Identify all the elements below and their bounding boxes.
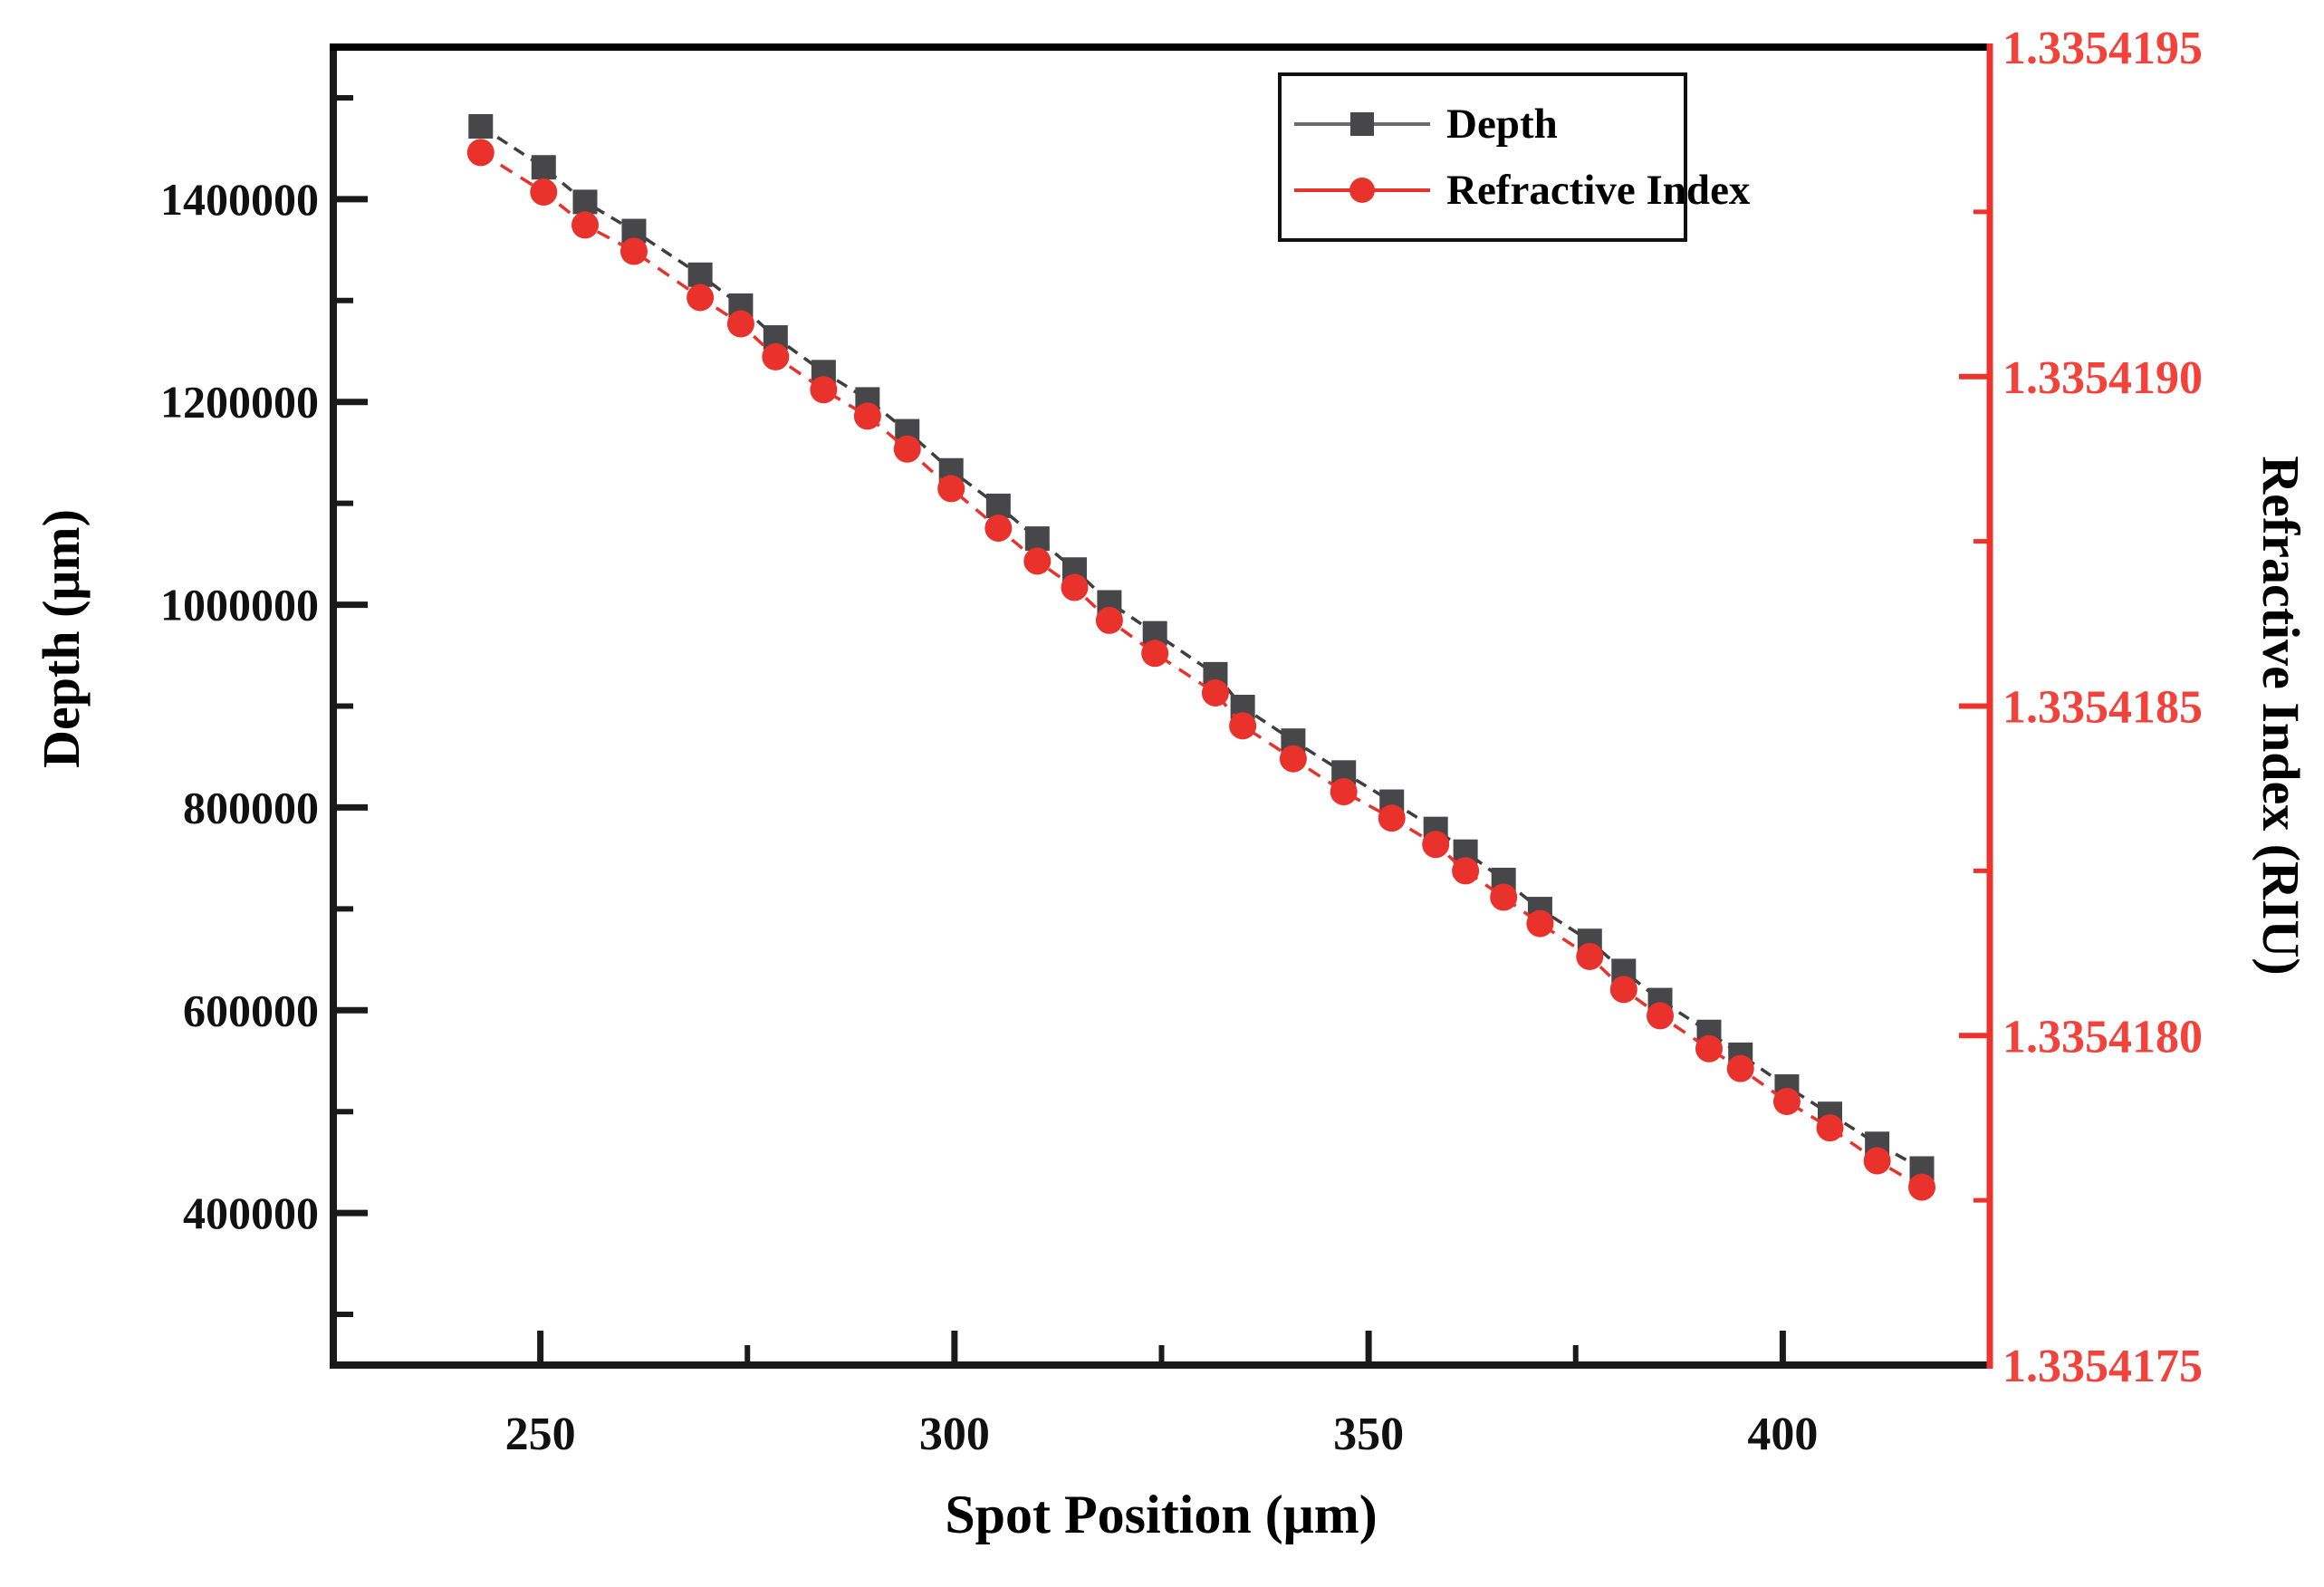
refractive-index-data-point [571, 211, 600, 239]
y-right-tick-label: 1.3354195 [2002, 23, 2203, 74]
legend-entry-refractive-index: Refractive Index [1294, 166, 1750, 215]
refractive-index-data-point [1023, 547, 1052, 575]
refractive-index-data-point [1141, 640, 1169, 668]
depth-data-point [531, 155, 556, 180]
y-right-tick-label: 1.3354190 [2002, 352, 2203, 404]
depth-square-marker-icon [1350, 111, 1374, 136]
refractive-index-data-point [1576, 942, 1604, 970]
refractive-index-data-point [853, 402, 881, 430]
y-left-tick-label: 1200000 [160, 377, 319, 428]
refractive-index-data-point [1816, 1114, 1844, 1142]
refractive-index-data-point [466, 139, 495, 167]
refractive-index-data-point [1452, 857, 1480, 885]
refractive-index-data-point [619, 237, 648, 265]
refractive-index-data-point [1378, 804, 1406, 832]
refractive-index-circle-marker-icon [1349, 178, 1375, 204]
refractive-index-data-point [984, 515, 1013, 543]
refractive-index-data-point [726, 310, 754, 338]
depth-data-point [468, 114, 494, 139]
refractive-index-data-point [1061, 573, 1089, 601]
x-tick-label: 400 [1747, 1409, 1818, 1460]
y-left-tick-label: 600000 [183, 985, 319, 1035]
depth-data-point [985, 493, 1011, 518]
y-left-tick-label: 800000 [183, 782, 319, 832]
refractive-index-data-point [1726, 1054, 1754, 1082]
refractive-index-data-point [1422, 831, 1450, 859]
refractive-index-data-point [1229, 712, 1257, 740]
legend: Depth Refractive Index [1278, 72, 1750, 242]
y-right-tick-label: 1.3354180 [2002, 1011, 2203, 1063]
refractive-index-data-point [1609, 976, 1637, 1004]
x-tick-label: 250 [505, 1409, 576, 1460]
y-left-tick-label: 400000 [183, 1188, 319, 1238]
x-tick-label: 300 [919, 1409, 990, 1460]
refractive-index-data-point [530, 178, 558, 207]
legend-label-refractive-index: Refractive Index [1446, 167, 1751, 215]
depth-data-point [1024, 526, 1050, 552]
refractive-index-data-point [1279, 745, 1307, 773]
refractive-index-data-point [1095, 606, 1123, 634]
refractive-index-data-point [1908, 1173, 1936, 1201]
refractive-index-data-point [893, 435, 921, 463]
refractive-index-data-point [1772, 1088, 1801, 1115]
refractive-index-data-point [937, 475, 965, 503]
x-axis-title: Spot Position (μm) [945, 1485, 1378, 1544]
refractive-index-series-swatch [1294, 176, 1430, 205]
depth-data-point [572, 189, 598, 215]
right-y-axis-title: Refractive Index (RIU) [2252, 456, 2310, 976]
refractive-index-data-point [687, 284, 715, 312]
y-right-tick-label: 1.3354175 [2002, 1341, 2203, 1392]
depth-series-swatch [1294, 110, 1430, 139]
refractive-index-data-point [1490, 883, 1518, 911]
y-left-tick-label: 1400000 [160, 174, 319, 225]
refractive-index-data-point [1330, 778, 1358, 806]
depth-series-line [479, 125, 1923, 1170]
x-tick-label: 350 [1333, 1409, 1404, 1460]
legend-entry-depth: Depth [1294, 100, 1671, 149]
refractive-index-data-point [1863, 1147, 1891, 1175]
refractive-index-series-line [479, 150, 1923, 1189]
left-y-axis-title: Depth (μm) [32, 509, 91, 768]
refractive-index-data-point [1647, 1002, 1675, 1030]
y-right-tick-label: 1.3354185 [2002, 682, 2203, 734]
refractive-index-data-point [762, 342, 790, 370]
refractive-index-data-point [1526, 909, 1554, 938]
legend-label-depth: Depth [1446, 100, 1558, 148]
refractive-index-data-point [1695, 1034, 1723, 1063]
depth-data-point [687, 262, 713, 287]
refractive-index-data-point [810, 376, 838, 404]
y-left-tick-label: 1000000 [160, 580, 319, 630]
refractive-index-data-point [1201, 678, 1229, 707]
